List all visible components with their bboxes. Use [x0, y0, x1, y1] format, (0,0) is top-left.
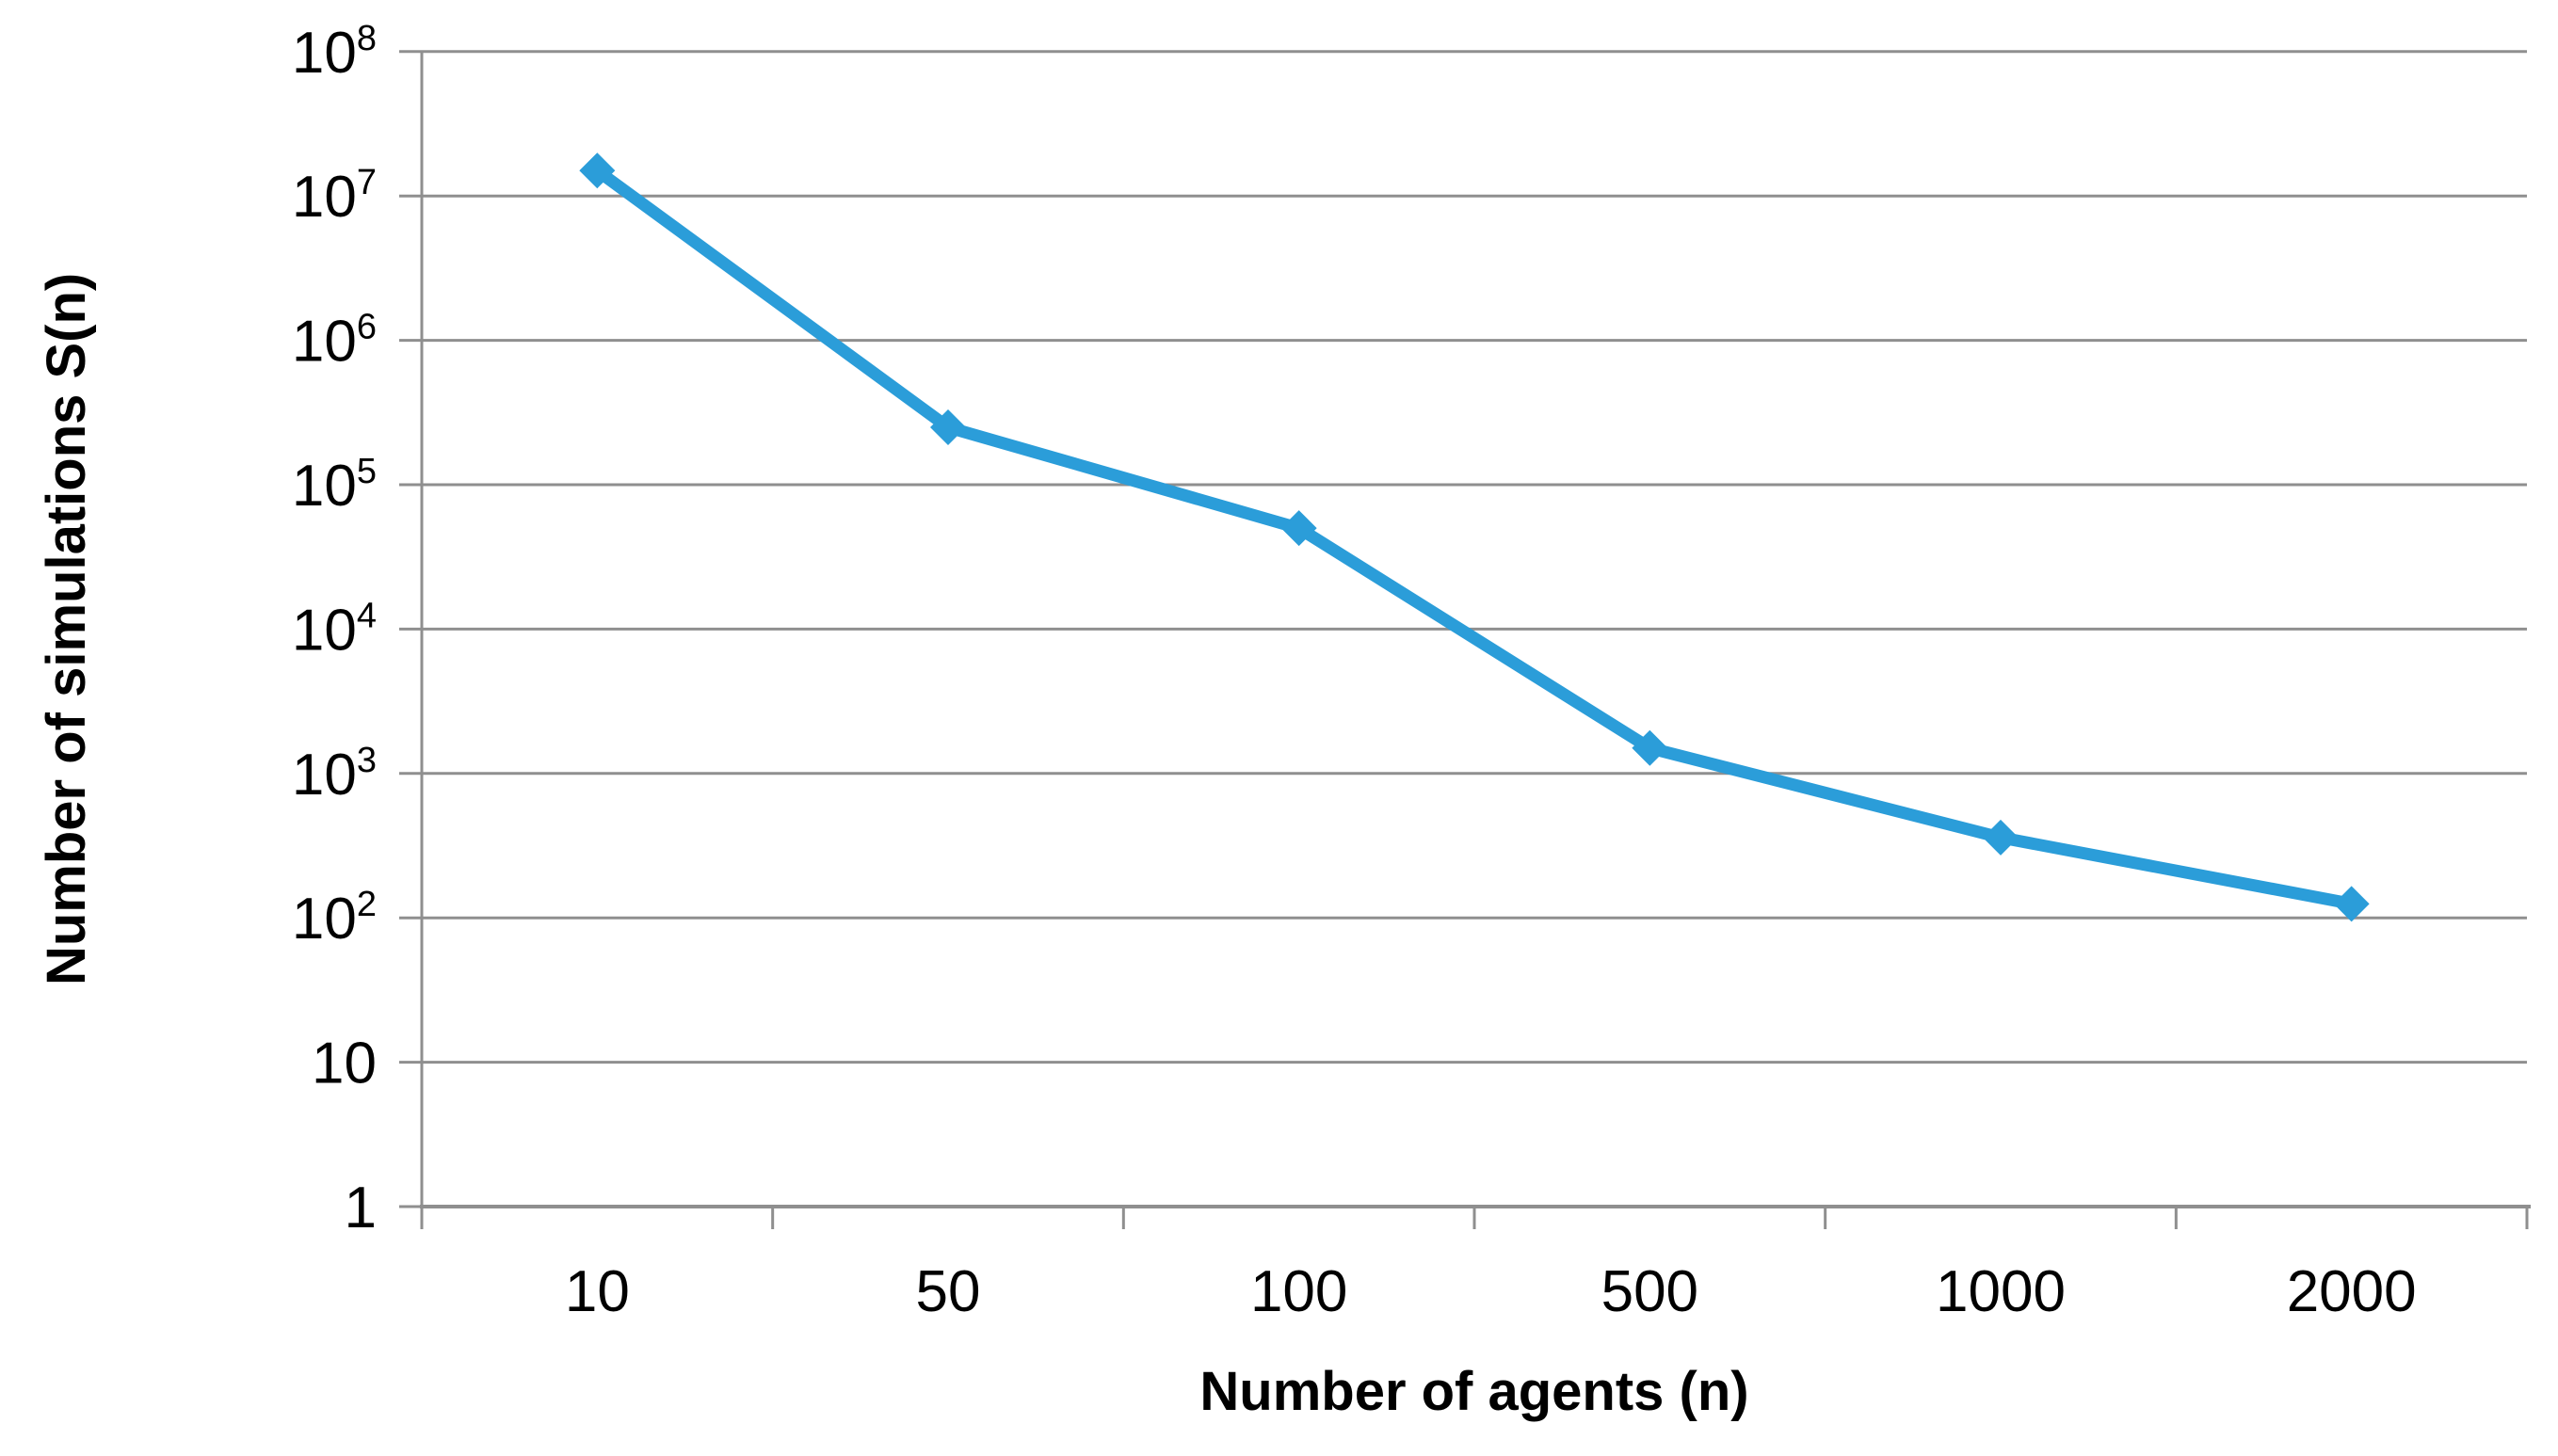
y-tick-label: 104 — [292, 596, 377, 663]
y-tick-label: 108 — [292, 19, 377, 86]
x-tick-label: 100 — [1250, 1259, 1347, 1324]
data-point-marker — [579, 152, 616, 189]
x-tick-label: 2000 — [2287, 1259, 2417, 1324]
y-tick-label: 107 — [292, 163, 377, 230]
y-tick-exponent: 6 — [357, 308, 377, 347]
data-point-marker — [1280, 510, 1317, 547]
y-tick-exponent: 5 — [357, 452, 377, 491]
x-axis-title: Number of agents (n) — [1199, 1361, 1748, 1422]
y-tick-exponent: 4 — [357, 596, 377, 635]
y-tick-base: 10 — [292, 743, 357, 808]
y-tick-base: 10 — [292, 598, 357, 663]
y-tick-base: 10 — [292, 454, 357, 519]
data-point-marker — [1632, 729, 1668, 766]
y-tick-label: 1 — [345, 1176, 377, 1240]
y-tick-exponent: 8 — [357, 19, 377, 58]
data-point-marker — [930, 408, 966, 445]
x-tick-label: 50 — [916, 1259, 981, 1324]
y-tick-exponent: 2 — [357, 885, 377, 924]
y-tick-exponent: 7 — [357, 163, 377, 202]
data-point-marker — [1983, 819, 2019, 856]
y-tick-base: 10 — [292, 887, 357, 952]
y-axis-title: Number of simulations S(n) — [36, 273, 97, 985]
x-tick-label: 10 — [565, 1259, 630, 1324]
y-tick-exponent: 3 — [357, 741, 377, 780]
series-line — [590, 164, 2358, 910]
y-tick-label: 106 — [292, 308, 377, 375]
y-tick-base: 10 — [292, 310, 357, 375]
x-tick-label: 1000 — [1936, 1259, 2066, 1324]
y-tick-base: 10 — [292, 165, 357, 230]
y-tick-base: 1 — [345, 1176, 377, 1240]
y-tick-label: 105 — [292, 452, 377, 519]
x-tick-label: 500 — [1601, 1259, 1698, 1324]
y-tick-label: 102 — [292, 885, 377, 952]
y-tick-base: 10 — [292, 21, 357, 86]
data-point-marker — [2333, 886, 2370, 922]
y-tick-base: 10 — [312, 1032, 377, 1096]
y-tick-label: 103 — [292, 741, 377, 808]
y-tick-label: 10 — [312, 1032, 377, 1096]
